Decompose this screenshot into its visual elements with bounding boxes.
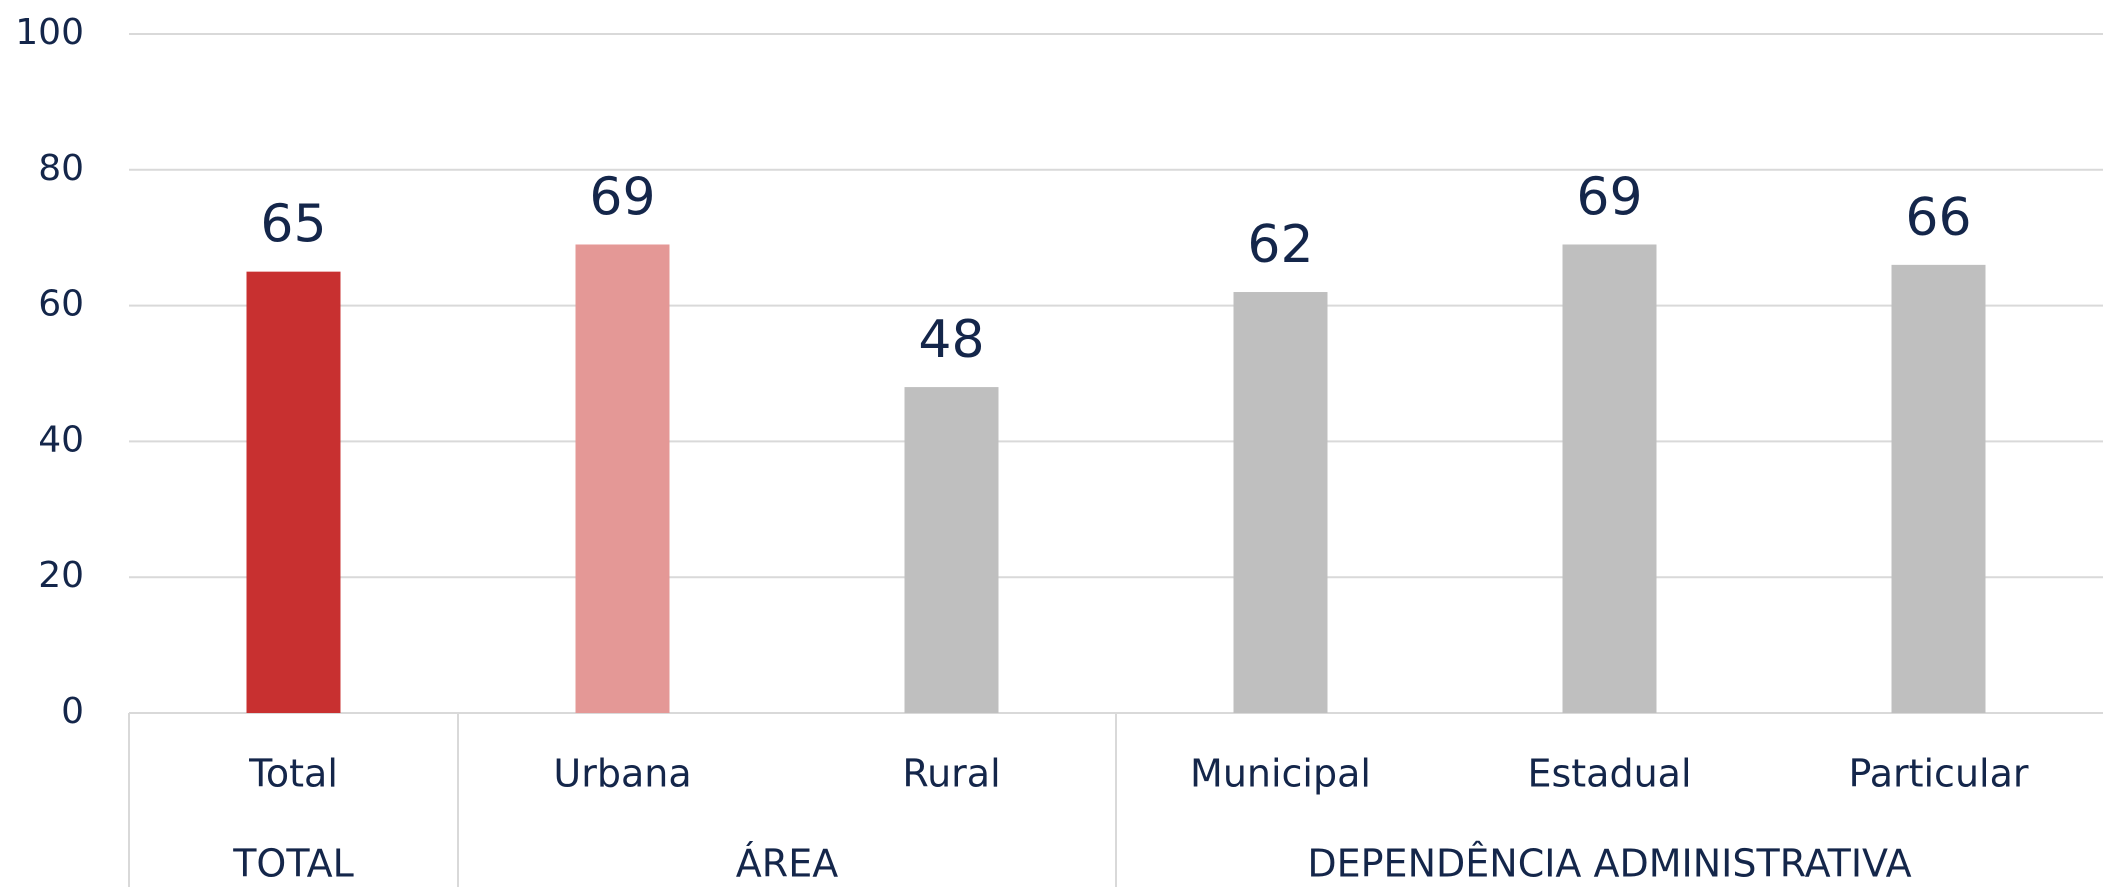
group-label: DEPENDÊNCIA ADMINISTRATIVA [1307, 842, 1911, 886]
bar [1233, 292, 1328, 713]
bar [904, 387, 999, 713]
x-tick-label: Rural [902, 752, 1000, 796]
y-tick-label: 40 [38, 419, 84, 460]
bar [1562, 244, 1657, 714]
data-label: 66 [1905, 188, 1971, 248]
data-label: 69 [589, 167, 655, 227]
data-label: 62 [1247, 215, 1313, 275]
y-tick-label: 60 [38, 284, 84, 325]
x-tick-label: Estadual [1527, 752, 1691, 796]
data-label: 65 [260, 195, 326, 255]
x-tick-label: Urbana [553, 752, 691, 796]
x-tick-label: Particular [1848, 752, 2028, 796]
y-tick-label: 100 [15, 12, 84, 53]
data-label: 48 [918, 310, 984, 370]
bar [575, 244, 670, 714]
y-tick-label: 0 [61, 691, 84, 732]
y-tick-label: 20 [38, 555, 84, 596]
group-label: ÁREA [736, 842, 838, 886]
x-tick-label: Municipal [1190, 752, 1371, 796]
y-tick-label: 80 [38, 148, 84, 189]
data-label: 69 [1576, 167, 1642, 227]
group-label: TOTAL [232, 842, 354, 886]
bar [246, 271, 341, 713]
bar [1891, 264, 1986, 713]
x-tick-label: Total [248, 752, 338, 796]
